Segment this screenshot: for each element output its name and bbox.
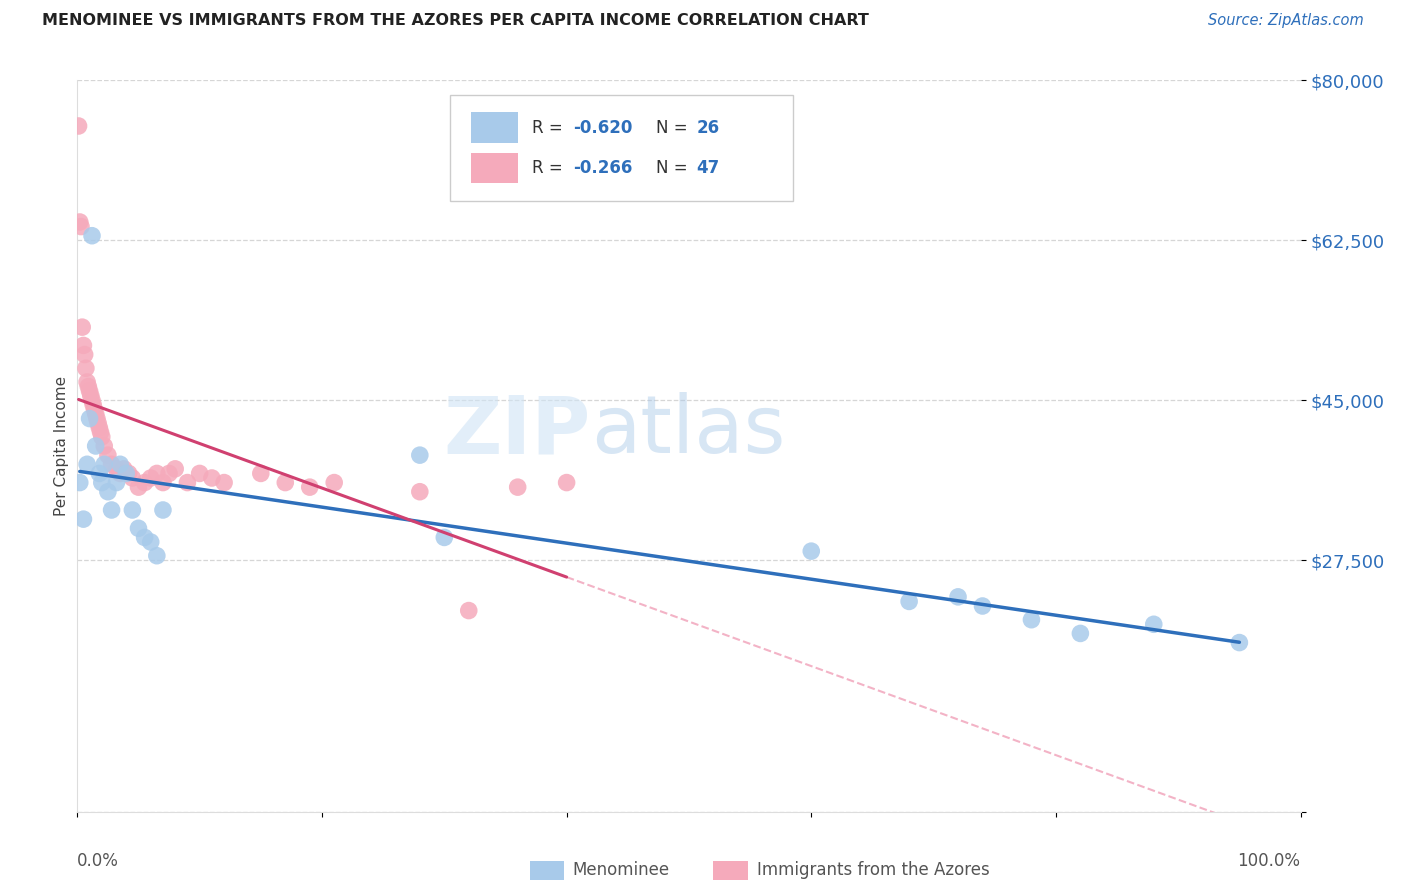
Point: [83, 402, 105, 417]
Point: [87, 416, 110, 430]
Point: [76, 375, 98, 389]
Point: [82, 398, 104, 412]
Point: [75, 361, 97, 376]
Text: N =: N =: [657, 159, 693, 177]
Point: [70, 219, 93, 234]
Point: [97, 448, 120, 462]
FancyBboxPatch shape: [713, 862, 748, 880]
Text: Source: ZipAtlas.com: Source: ZipAtlas.com: [1208, 13, 1364, 29]
Point: [157, 467, 180, 481]
Point: [323, 475, 346, 490]
Point: [800, 544, 823, 558]
Point: [105, 462, 128, 476]
Text: atlas: atlas: [591, 392, 786, 470]
Point: [152, 503, 174, 517]
Text: MENOMINEE VS IMMIGRANTS FROM THE AZORES PER CAPITA INCOME CORRELATION CHART: MENOMINEE VS IMMIGRANTS FROM THE AZORES …: [42, 13, 869, 29]
Point: [433, 530, 456, 544]
Point: [506, 480, 529, 494]
FancyBboxPatch shape: [471, 153, 517, 184]
Point: [80, 228, 103, 243]
Point: [409, 484, 432, 499]
Point: [108, 467, 131, 481]
FancyBboxPatch shape: [471, 112, 517, 144]
Point: [115, 467, 138, 481]
FancyBboxPatch shape: [530, 862, 564, 880]
Point: [127, 480, 149, 494]
Point: [188, 467, 211, 481]
Text: 100.0%: 100.0%: [1237, 852, 1301, 870]
Point: [972, 599, 994, 613]
Point: [72, 338, 94, 352]
Point: [274, 475, 297, 490]
Point: [165, 462, 187, 476]
Y-axis label: Per Capita Income: Per Capita Income: [53, 376, 69, 516]
Point: [86, 411, 108, 425]
Point: [93, 457, 115, 471]
Point: [73, 348, 96, 362]
Point: [1143, 617, 1166, 632]
Point: [118, 467, 141, 481]
Point: [1069, 626, 1091, 640]
Point: [90, 475, 112, 490]
Point: [146, 467, 169, 481]
Point: [76, 457, 98, 471]
Text: R =: R =: [533, 159, 568, 177]
Text: Menominee: Menominee: [572, 862, 669, 880]
Point: [112, 462, 135, 476]
Point: [134, 475, 156, 490]
Point: [89, 420, 111, 434]
Point: [70, 320, 93, 334]
Point: [67, 119, 90, 133]
Point: [77, 379, 100, 393]
Point: [139, 535, 162, 549]
Text: Immigrants from the Azores: Immigrants from the Azores: [758, 862, 990, 880]
Point: [108, 457, 131, 471]
Point: [201, 471, 224, 485]
Point: [898, 594, 921, 608]
Point: [152, 475, 174, 490]
FancyBboxPatch shape: [450, 95, 793, 201]
Text: N =: N =: [657, 119, 693, 136]
Point: [89, 467, 111, 481]
Point: [146, 549, 169, 563]
Text: R =: R =: [533, 119, 568, 136]
Text: ZIP: ZIP: [444, 392, 591, 470]
Point: [79, 384, 101, 398]
Point: [84, 439, 107, 453]
Point: [90, 430, 112, 444]
Point: [134, 530, 156, 544]
Point: [69, 475, 91, 490]
Point: [100, 503, 122, 517]
Point: [298, 480, 321, 494]
Point: [212, 475, 235, 490]
Point: [84, 407, 107, 421]
Point: [127, 521, 149, 535]
Point: [90, 425, 112, 440]
Point: [1021, 613, 1043, 627]
Point: [69, 215, 91, 229]
Point: [457, 603, 479, 617]
Point: [100, 457, 122, 471]
Point: [555, 475, 578, 490]
Point: [250, 467, 273, 481]
Point: [72, 512, 94, 526]
Point: [946, 590, 969, 604]
Point: [1229, 635, 1251, 649]
Text: -0.620: -0.620: [572, 119, 633, 136]
Point: [176, 475, 198, 490]
Point: [80, 393, 103, 408]
Point: [139, 471, 162, 485]
Text: 26: 26: [696, 119, 720, 136]
Point: [121, 471, 143, 485]
Point: [80, 389, 103, 403]
Text: -0.266: -0.266: [572, 159, 633, 177]
Point: [97, 484, 120, 499]
Point: [409, 448, 432, 462]
Point: [79, 411, 101, 425]
Text: 47: 47: [696, 159, 720, 177]
Text: 0.0%: 0.0%: [77, 852, 120, 870]
Point: [105, 475, 128, 490]
Point: [93, 439, 115, 453]
Point: [121, 503, 143, 517]
